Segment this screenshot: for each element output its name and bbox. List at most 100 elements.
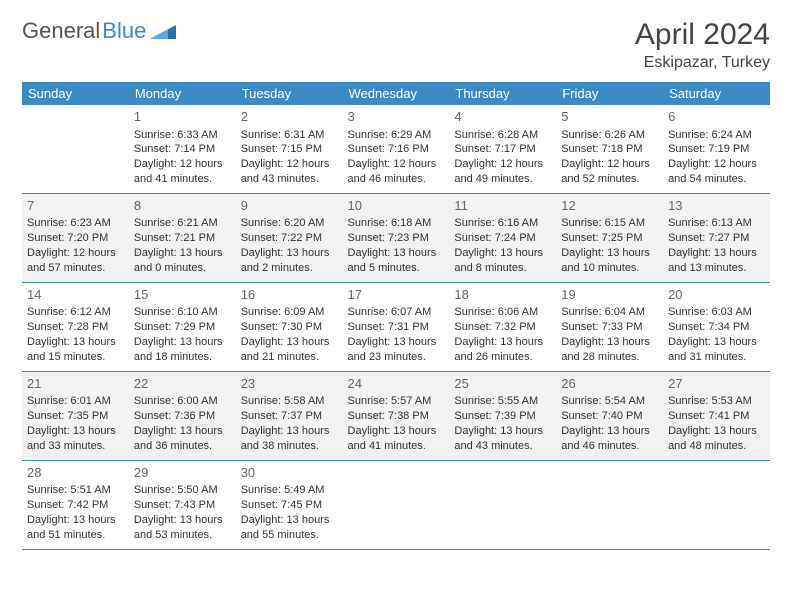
sunrise-text: Sunrise: 6:24 AM: [668, 128, 765, 143]
sunrise-text: Sunrise: 6:13 AM: [668, 216, 765, 231]
calendar-day-cell: 26Sunrise: 5:54 AMSunset: 7:40 PMDayligh…: [556, 371, 663, 460]
sunset-text: Sunset: 7:15 PM: [241, 142, 338, 157]
sunset-text: Sunset: 7:25 PM: [561, 231, 658, 246]
sunset-text: Sunset: 7:19 PM: [668, 142, 765, 157]
sunrise-text: Sunrise: 6:28 AM: [454, 128, 551, 143]
calendar-day-cell: 18Sunrise: 6:06 AMSunset: 7:32 PMDayligh…: [449, 282, 556, 371]
calendar-day-cell: 23Sunrise: 5:58 AMSunset: 7:37 PMDayligh…: [236, 371, 343, 460]
daylight-text: and 43 minutes.: [454, 439, 551, 454]
day-number: 27: [668, 375, 765, 393]
calendar-day-cell: [449, 460, 556, 549]
calendar-day-cell: 11Sunrise: 6:16 AMSunset: 7:24 PMDayligh…: [449, 193, 556, 282]
daylight-text: Daylight: 13 hours: [561, 424, 658, 439]
calendar-day-cell: 1Sunrise: 6:33 AMSunset: 7:14 PMDaylight…: [129, 105, 236, 193]
sunset-text: Sunset: 7:36 PM: [134, 409, 231, 424]
sunset-text: Sunset: 7:34 PM: [668, 320, 765, 335]
daylight-text: Daylight: 13 hours: [668, 335, 765, 350]
daylight-text: and 23 minutes.: [348, 350, 445, 365]
sunrise-text: Sunrise: 5:54 AM: [561, 394, 658, 409]
daylight-text: Daylight: 12 hours: [134, 157, 231, 172]
calendar-day-cell: 28Sunrise: 5:51 AMSunset: 7:42 PMDayligh…: [22, 460, 129, 549]
weekday-header: Tuesday: [236, 82, 343, 105]
daylight-text: Daylight: 13 hours: [241, 424, 338, 439]
sunrise-text: Sunrise: 6:33 AM: [134, 128, 231, 143]
daylight-text: Daylight: 13 hours: [454, 335, 551, 350]
day-number: 24: [348, 375, 445, 393]
sunrise-text: Sunrise: 5:53 AM: [668, 394, 765, 409]
weekday-header: Sunday: [22, 82, 129, 105]
calendar-week-row: 14Sunrise: 6:12 AMSunset: 7:28 PMDayligh…: [22, 282, 770, 371]
sunset-text: Sunset: 7:16 PM: [348, 142, 445, 157]
daylight-text: and 52 minutes.: [561, 172, 658, 187]
daylight-text: and 0 minutes.: [134, 261, 231, 276]
daylight-text: Daylight: 13 hours: [27, 513, 124, 528]
daylight-text: Daylight: 12 hours: [27, 246, 124, 261]
daylight-text: and 49 minutes.: [454, 172, 551, 187]
daylight-text: and 10 minutes.: [561, 261, 658, 276]
sunset-text: Sunset: 7:42 PM: [27, 498, 124, 513]
calendar-day-cell: 5Sunrise: 6:26 AMSunset: 7:18 PMDaylight…: [556, 105, 663, 193]
day-number: 18: [454, 286, 551, 304]
logo-triangle-icon: [150, 23, 176, 39]
calendar-day-cell: [556, 460, 663, 549]
daylight-text: and 8 minutes.: [454, 261, 551, 276]
day-number: 26: [561, 375, 658, 393]
daylight-text: Daylight: 13 hours: [134, 246, 231, 261]
daylight-text: Daylight: 13 hours: [241, 335, 338, 350]
calendar-day-cell: 9Sunrise: 6:20 AMSunset: 7:22 PMDaylight…: [236, 193, 343, 282]
calendar-week-row: 28Sunrise: 5:51 AMSunset: 7:42 PMDayligh…: [22, 460, 770, 549]
daylight-text: and 51 minutes.: [27, 528, 124, 543]
logo-text-general: General: [22, 18, 100, 44]
calendar-day-cell: 13Sunrise: 6:13 AMSunset: 7:27 PMDayligh…: [663, 193, 770, 282]
calendar-day-cell: 19Sunrise: 6:04 AMSunset: 7:33 PMDayligh…: [556, 282, 663, 371]
sunrise-text: Sunrise: 6:23 AM: [27, 216, 124, 231]
calendar-day-cell: 14Sunrise: 6:12 AMSunset: 7:28 PMDayligh…: [22, 282, 129, 371]
day-number: 28: [27, 464, 124, 482]
daylight-text: Daylight: 12 hours: [561, 157, 658, 172]
sunset-text: Sunset: 7:28 PM: [27, 320, 124, 335]
daylight-text: Daylight: 13 hours: [241, 513, 338, 528]
day-number: 6: [668, 108, 765, 126]
sunrise-text: Sunrise: 6:12 AM: [27, 305, 124, 320]
daylight-text: and 43 minutes.: [241, 172, 338, 187]
daylight-text: and 38 minutes.: [241, 439, 338, 454]
calendar-week-row: 1Sunrise: 6:33 AMSunset: 7:14 PMDaylight…: [22, 105, 770, 193]
sunset-text: Sunset: 7:23 PM: [348, 231, 445, 246]
sunrise-text: Sunrise: 6:18 AM: [348, 216, 445, 231]
daylight-text: and 21 minutes.: [241, 350, 338, 365]
day-number: 4: [454, 108, 551, 126]
day-number: 15: [134, 286, 231, 304]
day-number: 16: [241, 286, 338, 304]
daylight-text: Daylight: 13 hours: [241, 246, 338, 261]
daylight-text: Daylight: 13 hours: [454, 424, 551, 439]
sunrise-text: Sunrise: 6:00 AM: [134, 394, 231, 409]
sunset-text: Sunset: 7:41 PM: [668, 409, 765, 424]
sunset-text: Sunset: 7:31 PM: [348, 320, 445, 335]
sunset-text: Sunset: 7:45 PM: [241, 498, 338, 513]
calendar-day-cell: 17Sunrise: 6:07 AMSunset: 7:31 PMDayligh…: [343, 282, 450, 371]
location-label: Eskipazar, Turkey: [635, 54, 770, 72]
daylight-text: and 41 minutes.: [348, 439, 445, 454]
day-number: 5: [561, 108, 658, 126]
daylight-text: and 57 minutes.: [27, 261, 124, 276]
calendar-day-cell: [663, 460, 770, 549]
sunrise-text: Sunrise: 5:51 AM: [27, 483, 124, 498]
sunset-text: Sunset: 7:27 PM: [668, 231, 765, 246]
sunset-text: Sunset: 7:35 PM: [27, 409, 124, 424]
sunrise-text: Sunrise: 6:09 AM: [241, 305, 338, 320]
sunset-text: Sunset: 7:24 PM: [454, 231, 551, 246]
sunset-text: Sunset: 7:40 PM: [561, 409, 658, 424]
calendar-day-cell: 4Sunrise: 6:28 AMSunset: 7:17 PMDaylight…: [449, 105, 556, 193]
daylight-text: and 33 minutes.: [27, 439, 124, 454]
daylight-text: and 2 minutes.: [241, 261, 338, 276]
daylight-text: Daylight: 12 hours: [241, 157, 338, 172]
daylight-text: Daylight: 13 hours: [668, 246, 765, 261]
sunrise-text: Sunrise: 5:49 AM: [241, 483, 338, 498]
logo: GeneralBlue: [22, 18, 176, 44]
calendar-day-cell: 22Sunrise: 6:00 AMSunset: 7:36 PMDayligh…: [129, 371, 236, 460]
sunset-text: Sunset: 7:17 PM: [454, 142, 551, 157]
daylight-text: Daylight: 13 hours: [134, 335, 231, 350]
calendar-day-cell: 10Sunrise: 6:18 AMSunset: 7:23 PMDayligh…: [343, 193, 450, 282]
daylight-text: and 36 minutes.: [134, 439, 231, 454]
daylight-text: and 46 minutes.: [561, 439, 658, 454]
